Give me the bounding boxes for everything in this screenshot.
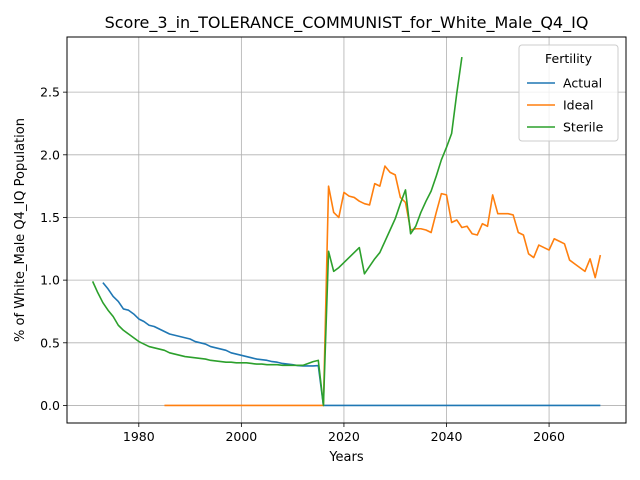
x-axis-label: Years [328,450,364,465]
y-tick-label: 0.0 [40,398,60,413]
legend-label-actual: Actual [563,76,602,91]
y-axis-label: % of White_Male Q4_IQ Population [13,118,28,342]
series-line-ideal [164,165,602,407]
y-tick-label: 2.5 [40,85,60,100]
legend-box [518,44,619,142]
y-tick-label: 1.5 [40,210,60,225]
series-line-actual [102,282,601,407]
y-tick-label: 1.0 [40,273,60,288]
legend-label-sterile: Sterile [563,120,604,135]
legend-entries: Actual Ideal Sterile [527,76,604,135]
x-tick-label: 2000 [225,429,257,444]
plot-frame [66,36,627,424]
series-lines [91,56,602,407]
y-tick-label: 2.0 [40,147,60,162]
legend: Fertility Actual Ideal Sterile [518,44,619,142]
legend-label-ideal: Ideal [563,98,593,113]
legend-title: Fertility [545,51,593,66]
x-tick-label: 2060 [533,429,565,444]
series-line-sterile [91,56,463,407]
x-tick-label: 2040 [431,429,463,444]
x-tick-label: 2020 [328,429,360,444]
x-tick-label: 1980 [123,429,155,444]
chart-title: Score_3_in_TOLERANCE_COMMUNIST_for_White… [105,13,589,33]
axis-ticks: 1980 2000 2020 2040 2060 0.0 0.5 1.0 1.5 2.0 2.5 [40,85,565,444]
y-tick-label: 0.5 [40,335,60,350]
